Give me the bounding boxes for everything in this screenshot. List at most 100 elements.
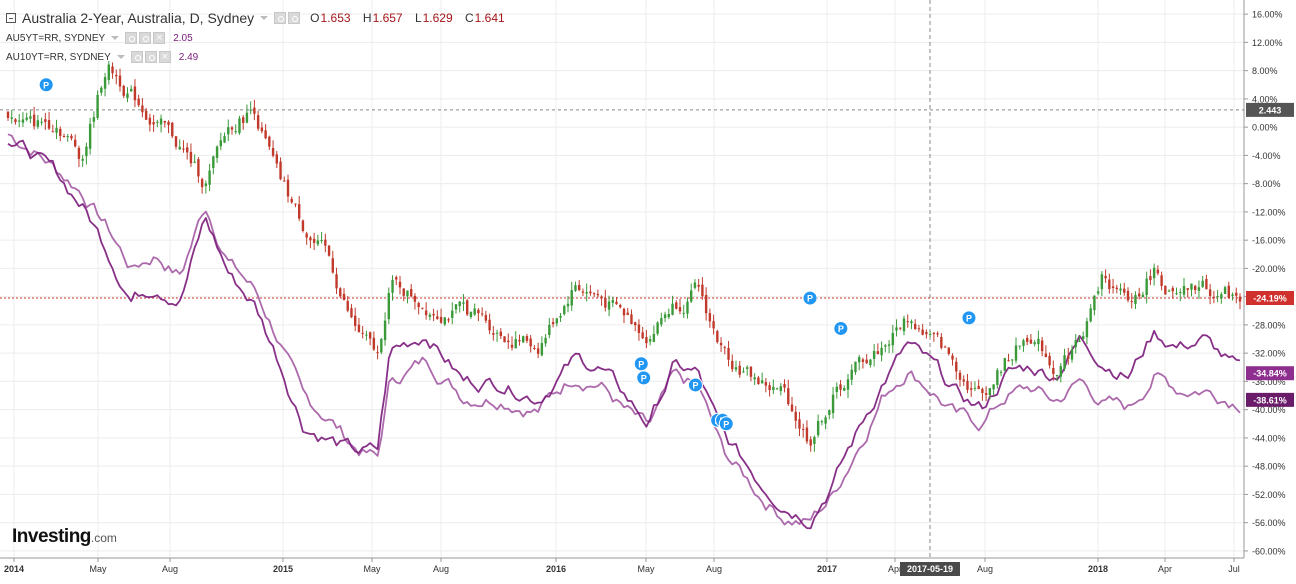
candle-body <box>1096 291 1100 294</box>
candle-body <box>85 146 88 157</box>
candle-body <box>802 428 805 430</box>
gear-icon[interactable] <box>144 51 157 63</box>
candle-body <box>884 345 887 347</box>
candle-body <box>510 344 514 348</box>
candle-body <box>981 388 984 394</box>
candle-body <box>630 314 633 325</box>
candle-body <box>230 127 234 130</box>
candle-body <box>200 179 204 188</box>
candle-body <box>615 301 618 305</box>
event-marker-dot <box>802 290 818 306</box>
candle-body <box>943 346 947 348</box>
candle-body <box>1070 349 1074 360</box>
candle-body <box>734 367 738 370</box>
gear-icon[interactable] <box>288 12 301 24</box>
candle-body <box>996 370 999 385</box>
close-icon[interactable] <box>158 51 171 63</box>
candle-body <box>1123 288 1126 293</box>
candle-body <box>970 388 973 390</box>
candle-body <box>383 320 387 341</box>
candle-body <box>656 322 659 334</box>
candle-body <box>936 333 939 335</box>
candle-body <box>327 245 331 256</box>
candle-body <box>14 119 17 123</box>
candle-body <box>660 318 663 325</box>
candle-body <box>436 316 439 320</box>
settings-icon[interactable] <box>274 12 287 24</box>
event-marker-dot <box>833 320 849 336</box>
candle-body <box>398 281 402 288</box>
candle-body <box>122 85 125 96</box>
candle-body <box>581 291 585 293</box>
candle-body <box>477 309 480 314</box>
low-key: L <box>414 11 422 25</box>
last-price-tag: 2.443 <box>1246 102 1294 117</box>
crosshair-date-bg <box>900 562 960 576</box>
candle-body <box>1115 287 1118 289</box>
eye-icon[interactable] <box>130 51 143 63</box>
candle-body <box>589 291 592 294</box>
candle-body <box>443 317 446 325</box>
collapse-icon[interactable] <box>6 13 16 23</box>
candle-body <box>790 404 794 412</box>
candle-body <box>731 360 734 370</box>
candle-body <box>507 340 510 343</box>
candle-body <box>1089 308 1092 322</box>
close-icon[interactable] <box>153 32 166 44</box>
candle-body <box>1167 290 1171 292</box>
candle-body <box>1149 276 1152 281</box>
candle-body <box>1212 296 1216 298</box>
low-value: 1.629 <box>422 11 453 25</box>
candle-body <box>604 297 607 308</box>
candle-body <box>1175 293 1178 295</box>
candle-body <box>984 393 988 395</box>
candle-body <box>1022 340 1025 346</box>
candle-body <box>738 365 741 375</box>
candle-body <box>234 131 237 133</box>
candle-body <box>70 135 73 139</box>
x-tick-label: May <box>637 564 655 574</box>
candle-body <box>675 302 678 309</box>
candle-body <box>858 357 861 363</box>
x-tick-label: May <box>89 564 107 574</box>
y-tick-label: -56.00% <box>1252 518 1286 528</box>
candle-body <box>667 313 670 318</box>
candle-body <box>107 64 110 80</box>
candle-body <box>1141 294 1145 298</box>
candle-body <box>81 158 84 161</box>
candle-body <box>544 337 547 344</box>
event-marker-label: P <box>966 313 972 323</box>
candle-body <box>1186 288 1189 290</box>
series-line-au10y <box>7 139 1241 530</box>
chevron-down-icon[interactable] <box>111 36 120 40</box>
candle-body <box>103 77 107 89</box>
candle-body <box>764 381 768 386</box>
candle-body <box>253 107 256 114</box>
candle-body <box>1208 289 1212 296</box>
candle-body <box>1197 287 1201 291</box>
gear-icon[interactable] <box>139 32 152 44</box>
candle-body <box>148 117 152 125</box>
candle-body <box>473 308 476 315</box>
candle-body <box>346 300 349 311</box>
candle-body <box>828 410 831 415</box>
open-value: 1.653 <box>320 11 351 25</box>
high-value: 1.657 <box>372 11 403 25</box>
candle-body <box>1220 294 1223 299</box>
candle-body <box>1201 280 1204 287</box>
candle-body <box>279 161 282 180</box>
candle-body <box>428 314 432 317</box>
au5y-tag-bg <box>1246 392 1294 407</box>
au10y-tag-bg <box>1246 366 1294 381</box>
y-tick-label: -36.00% <box>1252 377 1286 387</box>
eye-icon[interactable] <box>125 32 138 44</box>
candle-body <box>1029 339 1033 344</box>
candle-body <box>1119 288 1122 291</box>
chevron-down-icon[interactable] <box>116 55 125 59</box>
candle-body <box>40 121 43 123</box>
event-marker: P <box>961 310 977 326</box>
candle-body <box>805 427 809 442</box>
chevron-down-icon[interactable] <box>260 16 269 20</box>
